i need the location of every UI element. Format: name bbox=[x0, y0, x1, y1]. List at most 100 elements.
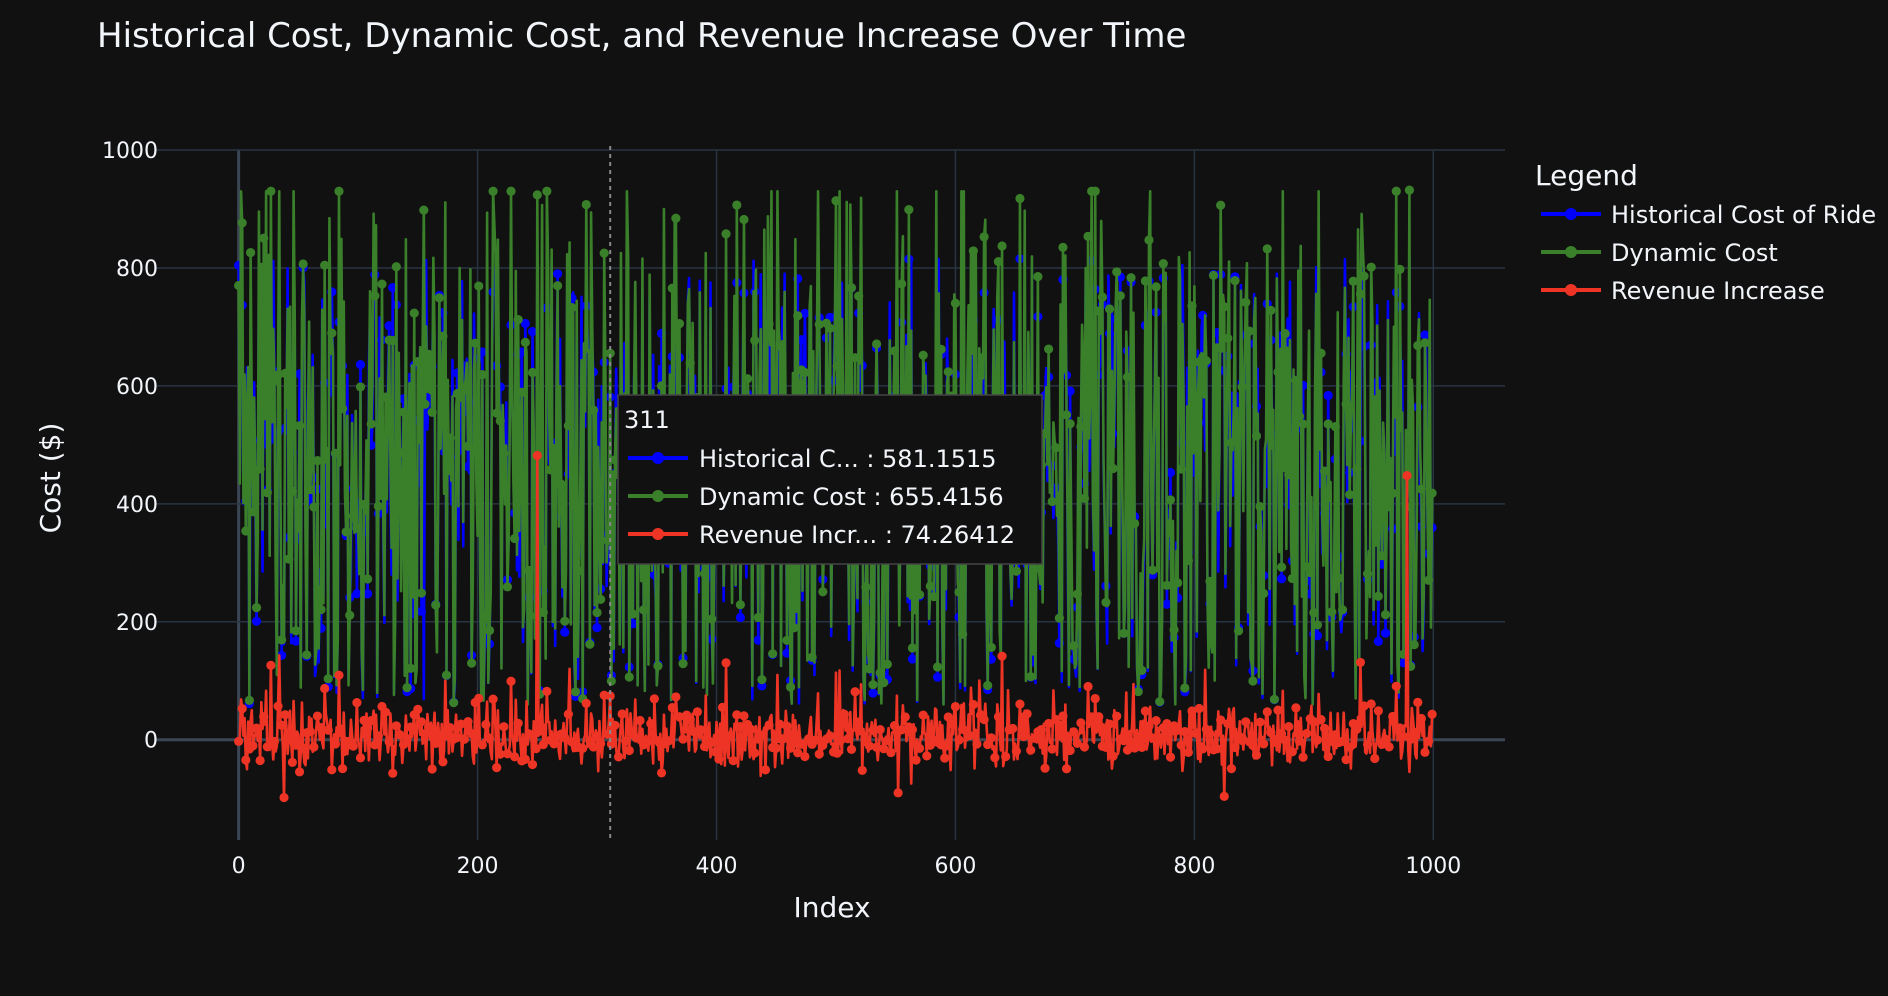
data-point bbox=[1416, 484, 1426, 494]
data-point bbox=[431, 600, 441, 610]
data-point bbox=[1380, 628, 1391, 638]
data-point bbox=[1165, 495, 1176, 505]
data-point bbox=[477, 740, 487, 750]
data-point bbox=[391, 721, 401, 731]
data-point bbox=[312, 711, 323, 721]
data-point bbox=[1284, 470, 1294, 480]
data-point bbox=[391, 262, 401, 272]
data-point bbox=[1341, 399, 1351, 409]
legend-label: Historical Cost of Ride bbox=[1611, 201, 1876, 229]
data-point bbox=[1201, 356, 1211, 366]
data-point bbox=[1395, 264, 1405, 274]
data-point bbox=[1094, 712, 1104, 722]
data-point bbox=[1266, 728, 1276, 738]
chart-title: Historical Cost, Dynamic Cost, and Reven… bbox=[97, 16, 1186, 56]
data-point bbox=[509, 752, 520, 762]
data-point bbox=[664, 736, 674, 746]
data-point bbox=[366, 715, 376, 726]
data-point bbox=[1370, 753, 1380, 764]
data-point bbox=[1112, 711, 1122, 721]
data-point bbox=[1294, 736, 1305, 746]
data-point bbox=[1377, 551, 1387, 561]
data-point bbox=[280, 368, 290, 378]
data-point bbox=[922, 751, 932, 761]
data-point bbox=[1076, 718, 1086, 728]
y-tick-label: 400 bbox=[116, 493, 158, 518]
data-point bbox=[1104, 304, 1115, 314]
data-point bbox=[624, 745, 634, 756]
data-point bbox=[277, 720, 287, 730]
data-point bbox=[879, 678, 889, 688]
data-point bbox=[818, 587, 828, 597]
data-point bbox=[656, 768, 667, 778]
data-point bbox=[1323, 390, 1333, 401]
data-point bbox=[717, 702, 728, 713]
data-point bbox=[255, 755, 265, 766]
data-point bbox=[520, 337, 530, 347]
data-point bbox=[237, 218, 247, 228]
legend-item[interactable]: Historical Cost of Ride bbox=[1541, 201, 1876, 229]
data-point bbox=[370, 291, 380, 301]
data-point bbox=[1165, 752, 1176, 762]
data-point bbox=[416, 606, 427, 616]
data-point bbox=[1108, 463, 1118, 474]
data-point bbox=[266, 186, 276, 196]
data-point bbox=[259, 712, 269, 722]
data-point bbox=[1388, 488, 1398, 498]
data-point bbox=[1101, 597, 1111, 607]
data-point bbox=[1226, 764, 1237, 774]
data-point bbox=[316, 723, 326, 733]
legend-item[interactable]: Revenue Increase bbox=[1541, 277, 1825, 305]
data-point bbox=[1251, 750, 1262, 760]
data-point bbox=[807, 652, 817, 662]
data-point bbox=[814, 319, 824, 329]
data-point bbox=[936, 740, 946, 750]
data-point bbox=[1090, 693, 1100, 704]
y-tick-label: 600 bbox=[116, 375, 158, 400]
data-point bbox=[1262, 707, 1272, 717]
data-point bbox=[1212, 744, 1222, 754]
data-point bbox=[1391, 681, 1401, 691]
data-point bbox=[402, 734, 412, 744]
data-point bbox=[1036, 724, 1047, 735]
data-point bbox=[492, 763, 502, 773]
data-point bbox=[685, 358, 695, 368]
data-point bbox=[932, 672, 943, 682]
data-point bbox=[291, 740, 301, 750]
data-point bbox=[532, 450, 542, 461]
data-point bbox=[327, 328, 337, 338]
legend-item[interactable]: Dynamic Cost bbox=[1541, 239, 1778, 267]
data-point bbox=[1427, 709, 1437, 719]
data-point bbox=[1373, 706, 1383, 716]
data-point bbox=[1169, 625, 1179, 635]
data-point bbox=[861, 582, 871, 592]
data-point bbox=[413, 357, 423, 367]
data-point bbox=[1262, 244, 1272, 254]
data-point bbox=[868, 725, 878, 735]
data-point bbox=[341, 527, 351, 537]
data-point bbox=[617, 709, 627, 719]
data-point bbox=[846, 283, 857, 293]
data-point bbox=[796, 739, 806, 749]
data-point bbox=[581, 199, 591, 210]
data-point bbox=[1269, 694, 1280, 705]
data-point bbox=[1330, 730, 1340, 740]
data-point bbox=[1316, 715, 1326, 725]
x-axis-title: Index bbox=[793, 891, 870, 924]
legend: Legend Historical Cost of Ride Dynamic Co… bbox=[1535, 159, 1876, 305]
data-point bbox=[1061, 410, 1072, 420]
data-point bbox=[441, 731, 452, 741]
data-point bbox=[345, 610, 355, 620]
data-point bbox=[1352, 724, 1362, 734]
data-point bbox=[1187, 301, 1197, 311]
data-point bbox=[1001, 751, 1011, 762]
data-point bbox=[750, 335, 760, 346]
data-point bbox=[470, 338, 480, 348]
series-markers bbox=[234, 450, 1437, 803]
data-point bbox=[732, 200, 742, 210]
data-point bbox=[1323, 751, 1333, 762]
data-point bbox=[416, 717, 427, 727]
data-point bbox=[1173, 578, 1183, 588]
data-point bbox=[882, 659, 892, 669]
data-point bbox=[1044, 344, 1054, 354]
